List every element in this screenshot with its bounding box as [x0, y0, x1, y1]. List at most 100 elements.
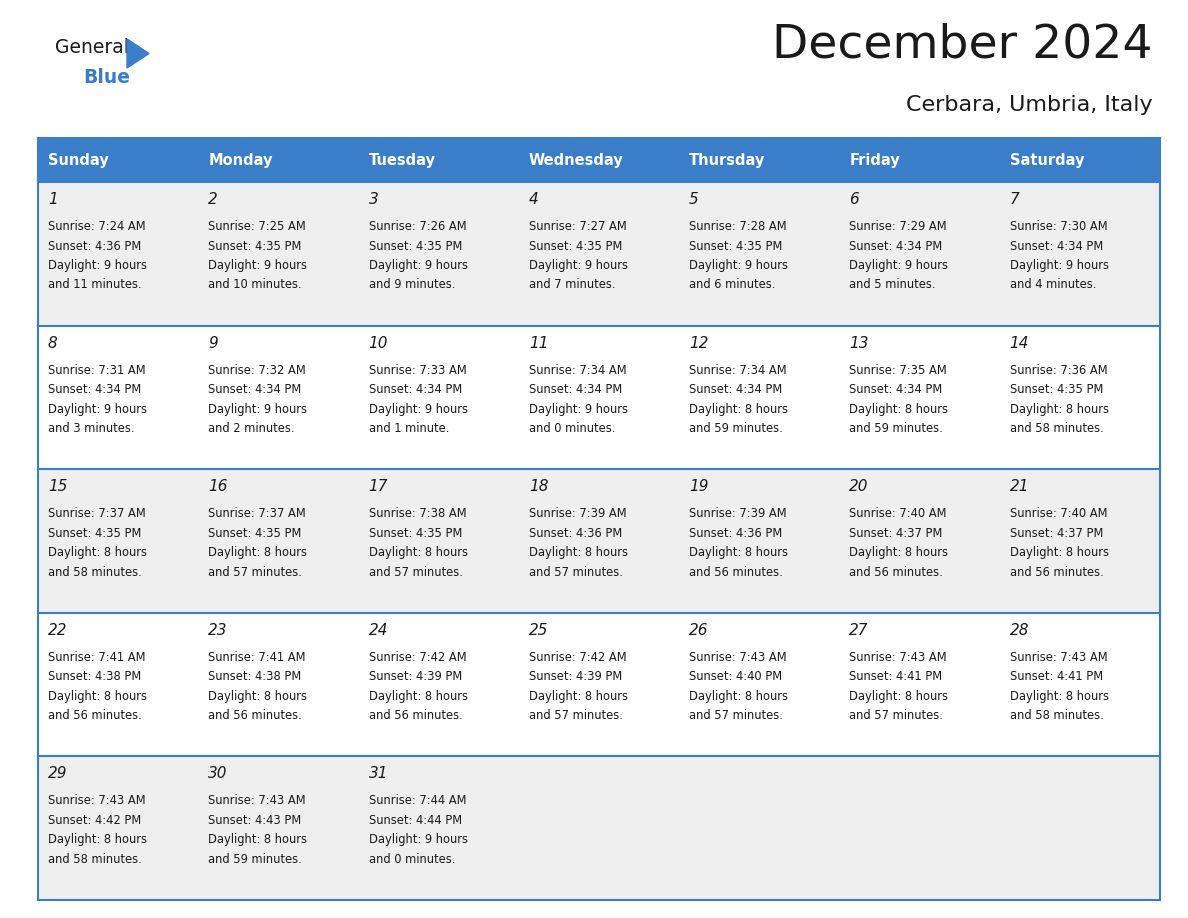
Text: and 59 minutes.: and 59 minutes. [849, 422, 943, 435]
Polygon shape [127, 39, 148, 68]
Text: Daylight: 8 hours: Daylight: 8 hours [208, 834, 308, 846]
Text: Sunrise: 7:41 AM: Sunrise: 7:41 AM [208, 651, 305, 664]
Text: Daylight: 9 hours: Daylight: 9 hours [208, 259, 308, 272]
Text: 22: 22 [48, 622, 68, 638]
Text: and 3 minutes.: and 3 minutes. [48, 422, 134, 435]
Text: and 7 minutes.: and 7 minutes. [529, 278, 615, 292]
Text: Sunset: 4:38 PM: Sunset: 4:38 PM [48, 670, 141, 683]
Text: and 57 minutes.: and 57 minutes. [368, 565, 462, 578]
Text: Sunrise: 7:44 AM: Sunrise: 7:44 AM [368, 794, 466, 808]
Text: Sunrise: 7:43 AM: Sunrise: 7:43 AM [849, 651, 947, 664]
Text: General: General [55, 38, 128, 57]
Text: Tuesday: Tuesday [368, 152, 436, 167]
Text: Sunrise: 7:40 AM: Sunrise: 7:40 AM [849, 508, 947, 521]
Text: 27: 27 [849, 622, 868, 638]
Text: and 58 minutes.: and 58 minutes. [48, 853, 141, 866]
Text: Daylight: 9 hours: Daylight: 9 hours [368, 834, 468, 846]
Text: Sunset: 4:35 PM: Sunset: 4:35 PM [368, 240, 462, 252]
Text: 21: 21 [1010, 479, 1029, 494]
Text: and 4 minutes.: and 4 minutes. [1010, 278, 1097, 292]
Text: and 59 minutes.: and 59 minutes. [689, 422, 783, 435]
Text: Sunset: 4:34 PM: Sunset: 4:34 PM [849, 383, 943, 396]
Text: Sunset: 4:35 PM: Sunset: 4:35 PM [208, 240, 302, 252]
Text: Daylight: 8 hours: Daylight: 8 hours [1010, 403, 1108, 416]
Text: Daylight: 8 hours: Daylight: 8 hours [1010, 546, 1108, 559]
Text: and 57 minutes.: and 57 minutes. [689, 710, 783, 722]
Text: and 9 minutes.: and 9 minutes. [368, 278, 455, 292]
Text: Sunset: 4:35 PM: Sunset: 4:35 PM [1010, 383, 1104, 396]
Text: Sunset: 4:36 PM: Sunset: 4:36 PM [689, 527, 783, 540]
Text: Sunrise: 7:41 AM: Sunrise: 7:41 AM [48, 651, 145, 664]
Text: 26: 26 [689, 622, 709, 638]
Text: Sunset: 4:34 PM: Sunset: 4:34 PM [849, 240, 943, 252]
Text: Sunset: 4:35 PM: Sunset: 4:35 PM [48, 527, 141, 540]
Text: 3: 3 [368, 192, 378, 207]
Text: Sunrise: 7:36 AM: Sunrise: 7:36 AM [1010, 364, 1107, 376]
Text: Daylight: 8 hours: Daylight: 8 hours [208, 689, 308, 703]
Text: 12: 12 [689, 336, 709, 351]
Text: and 58 minutes.: and 58 minutes. [1010, 710, 1104, 722]
Text: Sunrise: 7:43 AM: Sunrise: 7:43 AM [48, 794, 146, 808]
Text: 4: 4 [529, 192, 538, 207]
Text: Sunset: 4:34 PM: Sunset: 4:34 PM [208, 383, 302, 396]
Text: Daylight: 9 hours: Daylight: 9 hours [208, 403, 308, 416]
Text: Daylight: 9 hours: Daylight: 9 hours [689, 259, 788, 272]
Text: Daylight: 9 hours: Daylight: 9 hours [529, 403, 627, 416]
Text: Daylight: 9 hours: Daylight: 9 hours [368, 259, 468, 272]
Text: Daylight: 9 hours: Daylight: 9 hours [48, 403, 147, 416]
Text: Daylight: 8 hours: Daylight: 8 hours [849, 689, 948, 703]
Text: Daylight: 8 hours: Daylight: 8 hours [208, 546, 308, 559]
Bar [38, 613, 1159, 756]
Text: 19: 19 [689, 479, 709, 494]
Text: and 57 minutes.: and 57 minutes. [849, 710, 943, 722]
Text: and 0 minutes.: and 0 minutes. [368, 853, 455, 866]
Text: Sunrise: 7:42 AM: Sunrise: 7:42 AM [529, 651, 626, 664]
Text: Saturday: Saturday [1010, 152, 1085, 167]
Text: Sunrise: 7:35 AM: Sunrise: 7:35 AM [849, 364, 947, 376]
Text: 8: 8 [48, 336, 58, 351]
Text: and 6 minutes.: and 6 minutes. [689, 278, 776, 292]
Text: and 2 minutes.: and 2 minutes. [208, 422, 295, 435]
Text: 11: 11 [529, 336, 549, 351]
Text: Sunrise: 7:32 AM: Sunrise: 7:32 AM [208, 364, 307, 376]
Text: Sunset: 4:34 PM: Sunset: 4:34 PM [529, 383, 623, 396]
Text: Sunday: Sunday [48, 152, 109, 167]
Text: Cerbara, Umbria, Italy: Cerbara, Umbria, Italy [906, 95, 1154, 115]
Text: Daylight: 8 hours: Daylight: 8 hours [368, 689, 468, 703]
Bar [38, 469, 1159, 613]
Text: Daylight: 9 hours: Daylight: 9 hours [529, 259, 627, 272]
Text: 10: 10 [368, 336, 388, 351]
Text: Sunrise: 7:40 AM: Sunrise: 7:40 AM [1010, 508, 1107, 521]
Text: Daylight: 8 hours: Daylight: 8 hours [48, 834, 147, 846]
Text: and 57 minutes.: and 57 minutes. [529, 565, 623, 578]
Text: Sunrise: 7:30 AM: Sunrise: 7:30 AM [1010, 220, 1107, 233]
Text: Blue: Blue [83, 68, 129, 87]
Text: and 56 minutes.: and 56 minutes. [48, 710, 141, 722]
Text: Daylight: 8 hours: Daylight: 8 hours [1010, 689, 1108, 703]
Text: 1: 1 [48, 192, 58, 207]
Text: 30: 30 [208, 767, 228, 781]
Text: Sunset: 4:36 PM: Sunset: 4:36 PM [48, 240, 141, 252]
Text: and 1 minute.: and 1 minute. [368, 422, 449, 435]
Text: Wednesday: Wednesday [529, 152, 624, 167]
Text: Sunset: 4:40 PM: Sunset: 4:40 PM [689, 670, 782, 683]
Text: Sunset: 4:34 PM: Sunset: 4:34 PM [689, 383, 783, 396]
Text: December 2024: December 2024 [772, 22, 1154, 67]
Text: 17: 17 [368, 479, 388, 494]
Text: and 59 minutes.: and 59 minutes. [208, 853, 302, 866]
Text: and 58 minutes.: and 58 minutes. [48, 565, 141, 578]
Text: 31: 31 [368, 767, 388, 781]
Text: Sunrise: 7:25 AM: Sunrise: 7:25 AM [208, 220, 307, 233]
Text: 23: 23 [208, 622, 228, 638]
Text: Sunrise: 7:33 AM: Sunrise: 7:33 AM [368, 364, 467, 376]
Text: Sunset: 4:34 PM: Sunset: 4:34 PM [368, 383, 462, 396]
Text: Sunrise: 7:37 AM: Sunrise: 7:37 AM [208, 508, 307, 521]
Text: 9: 9 [208, 336, 219, 351]
Text: Sunrise: 7:43 AM: Sunrise: 7:43 AM [1010, 651, 1107, 664]
Text: 2: 2 [208, 192, 219, 207]
Text: Sunset: 4:43 PM: Sunset: 4:43 PM [208, 814, 302, 827]
Text: and 10 minutes.: and 10 minutes. [208, 278, 302, 292]
Bar [38, 182, 1159, 326]
Text: Daylight: 8 hours: Daylight: 8 hours [849, 403, 948, 416]
Text: Sunset: 4:35 PM: Sunset: 4:35 PM [529, 240, 623, 252]
